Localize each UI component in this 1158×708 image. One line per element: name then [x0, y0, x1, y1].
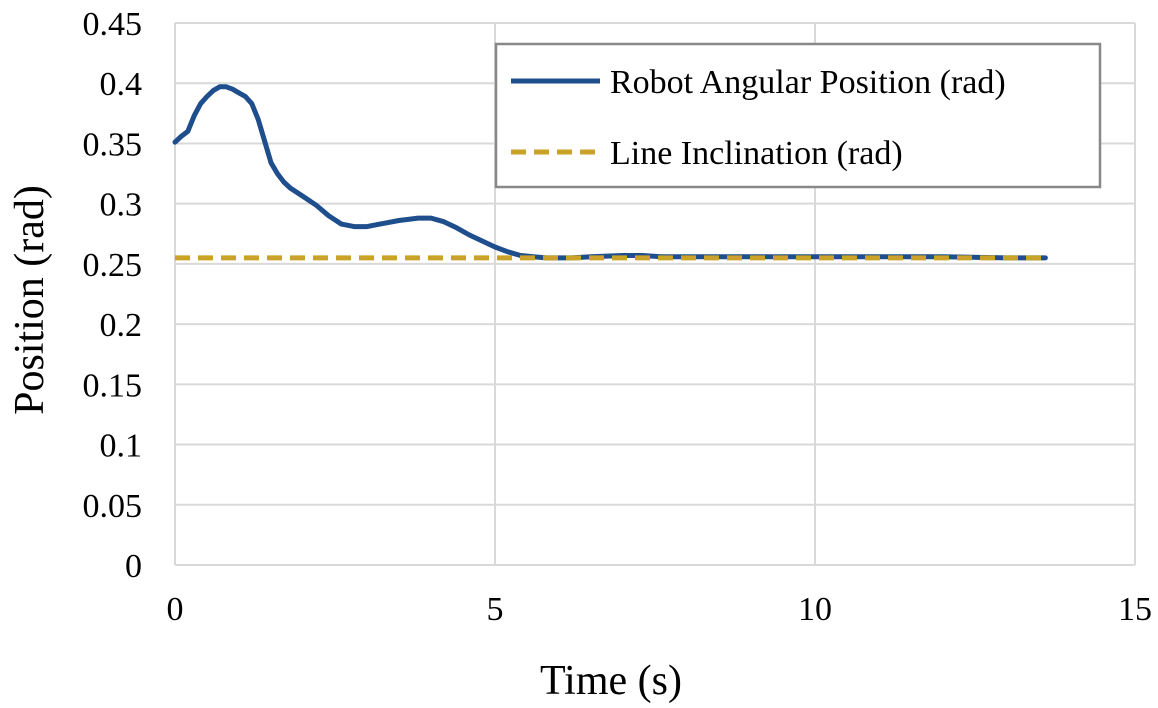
- y-tick-label: 0.3: [100, 187, 143, 224]
- y-tick-label: 0.35: [83, 126, 143, 163]
- x-tick-label: 5: [487, 591, 504, 628]
- y-axis-ticks: 0 0.05 0.1 0.15 0.2 0.25 0.3 0.35 0.4 0.45: [83, 6, 143, 585]
- y-tick-label: 0.05: [83, 488, 143, 525]
- legend: Robot Angular Position (rad) Line Inclin…: [494, 42, 1102, 189]
- y-axis-title: Position (rad): [7, 185, 53, 415]
- y-tick-label: 0.1: [100, 428, 143, 465]
- series-group: [172, 84, 1048, 261]
- y-tick-label: 0.2: [100, 307, 143, 344]
- x-axis-title: Time (s): [540, 658, 682, 704]
- y-tick-label: 0: [125, 548, 142, 585]
- x-tick-label: 15: [1118, 591, 1152, 628]
- legend-label-line-inclination: Line Inclination (rad): [610, 135, 903, 172]
- y-tick-label: 0.4: [100, 66, 143, 103]
- y-tick-label: 0.15: [83, 367, 143, 404]
- x-tick-label: 10: [798, 591, 832, 628]
- x-tick-label: 0: [167, 591, 184, 628]
- y-tick-label: 0.45: [83, 6, 143, 43]
- x-axis-ticks: 0 5 10 15: [167, 591, 1153, 628]
- y-tick-label: 0.25: [83, 247, 143, 284]
- legend-box: [494, 42, 1102, 189]
- legend-label-robot-angular-position: Robot Angular Position (rad): [610, 64, 1006, 101]
